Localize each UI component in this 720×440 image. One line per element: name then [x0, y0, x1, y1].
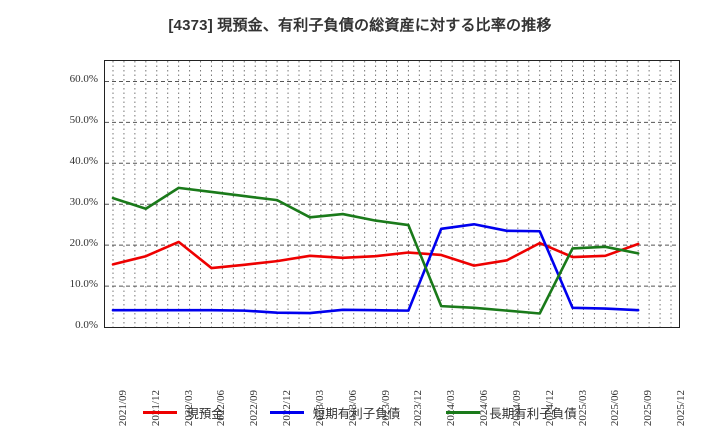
legend-item[interactable]: 現預金	[143, 403, 224, 422]
x-minor-gridlines	[112, 61, 672, 327]
legend-label: 現預金	[186, 407, 224, 421]
y-tick-label: 40.0%	[69, 155, 98, 168]
y-tick-label: 60.0%	[69, 73, 98, 86]
y-tick-label: 20.0%	[69, 237, 98, 250]
y-tick-label: 30.0%	[69, 196, 98, 209]
legend-label: 長期有利子負債	[489, 407, 577, 421]
chart-title: [4373] 現預金、有利子負債の総資産に対する比率の推移	[168, 17, 552, 34]
y-axis-tick-labels: 0.0% 10.0% 20.0% 30.0% 40.0% 50.0% 60.0%	[38, 60, 98, 331]
plot-area	[104, 60, 680, 328]
chart-legend: 現預金 短期有利子負債 長期有利子負債	[0, 403, 720, 422]
plot-svg	[105, 61, 679, 327]
y-tick-label: 10.0%	[69, 278, 98, 291]
series-lines	[111, 186, 640, 315]
legend-color-swatch	[269, 411, 304, 414]
series-line	[111, 240, 640, 270]
legend-item[interactable]: 長期有利子負債	[446, 403, 577, 422]
legend-color-swatch	[446, 411, 481, 414]
y-gridlines	[105, 80, 679, 287]
legend-label: 短期有利子負債	[312, 407, 401, 421]
legend-item[interactable]: 短期有利子負債	[269, 403, 401, 422]
legend-color-swatch	[143, 411, 178, 414]
y-tick-label: 50.0%	[69, 114, 98, 127]
series-line	[111, 222, 640, 315]
x-axis-tick-labels: 2021/09 2021/12 2022/03 2022/06 2022/09 2022/…	[104, 332, 687, 426]
series-line	[111, 186, 640, 315]
y-tick-label: 0.0%	[75, 319, 98, 331]
